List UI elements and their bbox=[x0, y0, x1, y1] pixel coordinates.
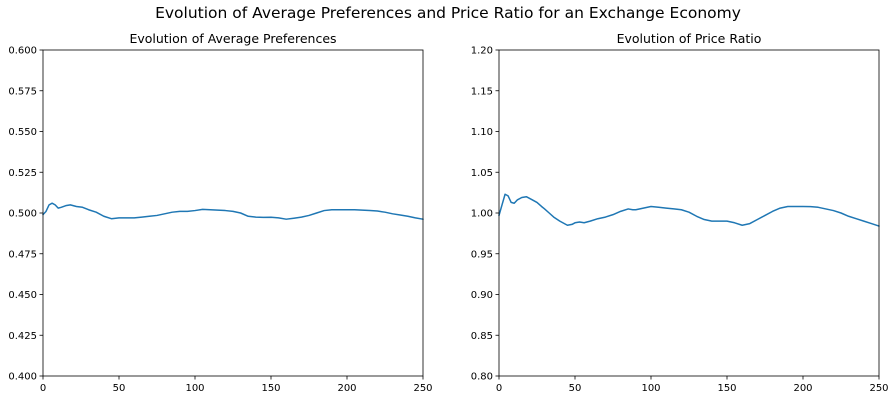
x-tick-label: 200 bbox=[337, 383, 356, 394]
y-tick-label: 1.05 bbox=[471, 168, 493, 179]
y-tick-label: 0.425 bbox=[8, 331, 37, 342]
x-tick-label: 100 bbox=[185, 383, 204, 394]
figure-suptitle: Evolution of Average Preferences and Pri… bbox=[155, 4, 741, 22]
y-tick-label: 0.550 bbox=[8, 127, 37, 138]
series-line bbox=[498, 193, 880, 227]
x-tick-label: 0 bbox=[496, 383, 502, 394]
y-tick-label: 0.400 bbox=[8, 372, 37, 383]
y-tick-label: 0.80 bbox=[471, 372, 493, 383]
x-tick-label: 50 bbox=[113, 383, 126, 394]
y-tick-label: 0.90 bbox=[471, 290, 493, 301]
y-tick-label: 1.00 bbox=[471, 209, 493, 220]
y-tick-label: 0.525 bbox=[8, 168, 37, 179]
x-tick-label: 50 bbox=[569, 383, 582, 394]
y-tick-label: 0.475 bbox=[8, 249, 37, 260]
series-line bbox=[42, 202, 424, 220]
x-tick-label: 100 bbox=[641, 383, 660, 394]
chart-title: Evolution of Average Preferences bbox=[129, 31, 336, 46]
x-tick-label: 0 bbox=[40, 383, 46, 394]
y-tick-label: 0.500 bbox=[8, 209, 37, 220]
x-tick-label: 200 bbox=[793, 383, 812, 394]
x-tick-label: 150 bbox=[261, 383, 280, 394]
y-tick-label: 0.85 bbox=[471, 331, 493, 342]
y-tick-label: 0.450 bbox=[8, 290, 37, 301]
y-tick-label: 0.95 bbox=[471, 249, 493, 260]
x-tick-label: 250 bbox=[413, 383, 432, 394]
chart-panel-average-preferences: Evolution of Average Preferences 0 50 100 15… bbox=[8, 31, 432, 394]
x-tick-label: 250 bbox=[869, 383, 888, 394]
x-tick-label: 150 bbox=[717, 383, 736, 394]
y-tick-label: 0.575 bbox=[8, 86, 37, 97]
y-tick-label: 1.10 bbox=[471, 127, 493, 138]
axes-frame bbox=[42, 49, 424, 377]
y-tick-label: 1.15 bbox=[471, 86, 493, 97]
y-tick-label: 1.20 bbox=[471, 46, 493, 57]
chart-panel-price-ratio: Evolution of Price Ratio 0 50 100 150 200 250 0… bbox=[471, 31, 889, 394]
y-tick-label: 0.600 bbox=[8, 46, 37, 57]
chart-title: Evolution of Price Ratio bbox=[617, 31, 762, 46]
